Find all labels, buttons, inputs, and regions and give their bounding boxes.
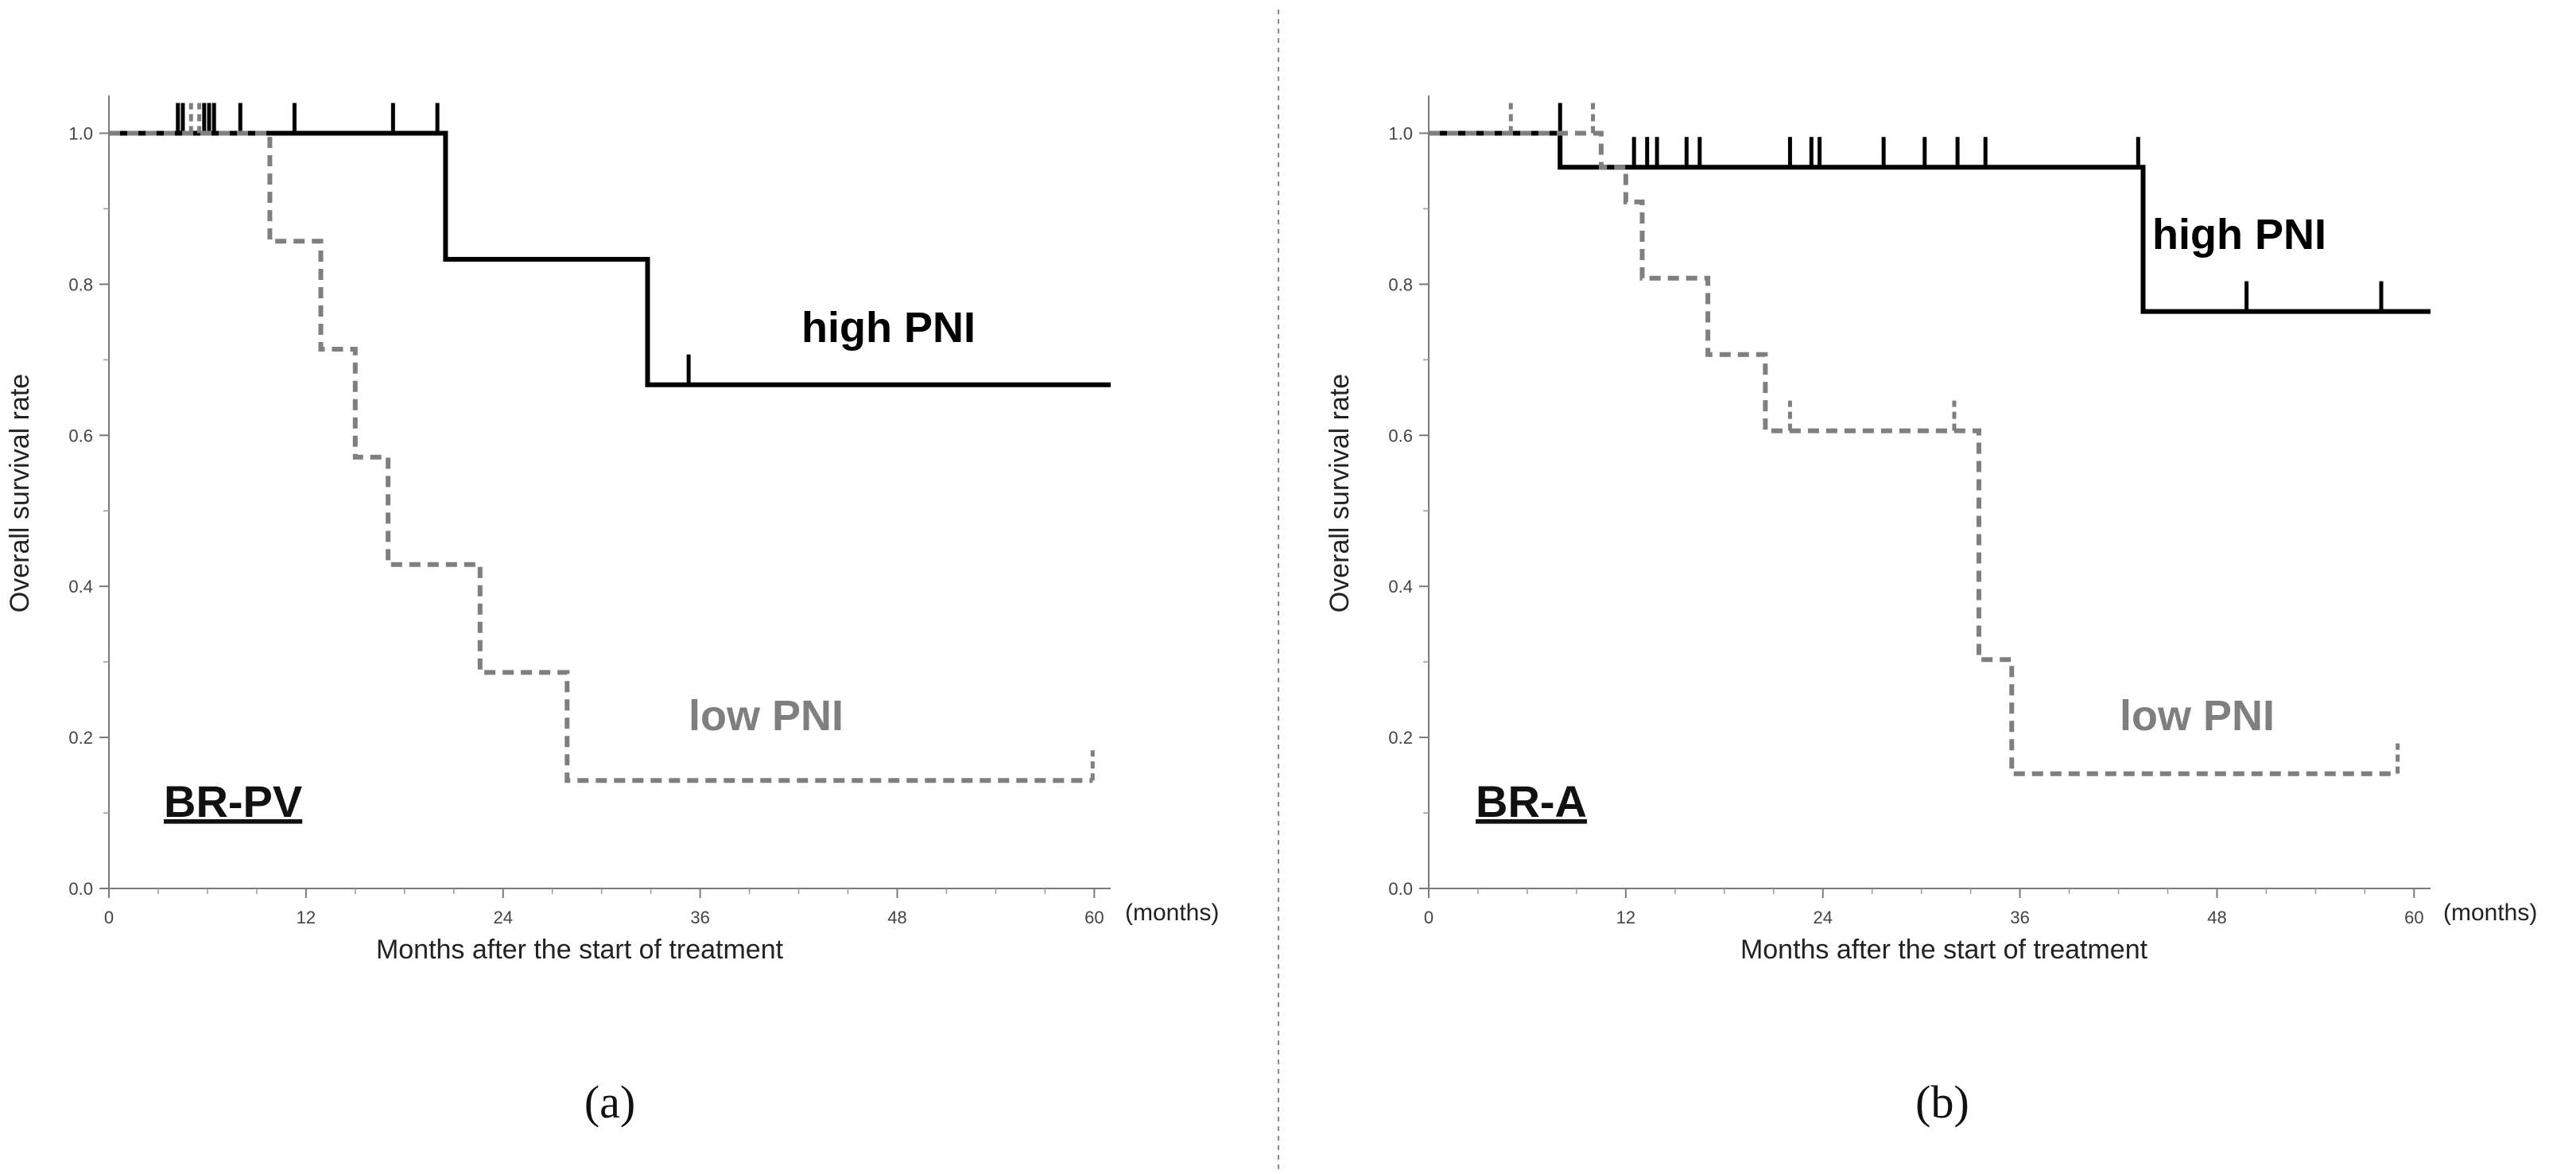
x-tick-label: 36 — [690, 908, 709, 927]
x-tick-label: 24 — [493, 908, 512, 927]
series-line-low-pni — [1429, 130, 2398, 776]
y-tick-label: 0.0 — [68, 879, 93, 899]
x-tick-label: 12 — [297, 908, 316, 927]
y-axis-title: Overall survival rate — [5, 374, 35, 612]
axes — [108, 95, 1111, 889]
x-axis-title: Months after the start of treatment — [376, 935, 784, 965]
series-line-high-pni — [1429, 130, 2431, 314]
subfigure-label-b: (b) — [1915, 1076, 1969, 1128]
chart-panel-a: 0 12 24 36 48 60 0.0 0.2 0.4 0.6 0.8 1.0 Overall su… — [5, 95, 1219, 1128]
x-unit-label: (months) — [1125, 900, 1219, 926]
y-tick-label: 1.0 — [1388, 123, 1413, 143]
y-tick-label: 1.0 — [68, 123, 93, 143]
y-tick-label: 0.0 — [1388, 879, 1413, 899]
series-label-high-pni: high PNI — [2152, 211, 2326, 259]
x-tick-label: 48 — [2207, 908, 2226, 927]
tick-group: 0 12 24 36 48 60 0.0 0.2 0.4 0.6 0.8 1.0 — [1388, 123, 2423, 927]
x-tick-label: 48 — [887, 908, 906, 927]
y-tick-label: 0.6 — [1388, 426, 1413, 445]
series-layer — [109, 103, 1111, 783]
series-line-low-pni — [109, 130, 1093, 783]
panel-tag-br-pv: BR-PV — [164, 776, 302, 826]
y-tick-label: 0.8 — [68, 274, 93, 294]
x-tick-label: 0 — [1424, 908, 1433, 927]
x-tick-label: 36 — [2010, 908, 2029, 927]
y-tick-label: 0.4 — [1388, 577, 1413, 597]
x-tick-label: 60 — [1084, 908, 1104, 927]
y-tick-label: 0.8 — [1388, 274, 1413, 294]
series-label-high-pni: high PNI — [801, 304, 976, 352]
series-line-high-pni — [109, 130, 1111, 387]
x-tick-label: 60 — [2404, 908, 2423, 927]
series-label-low-pni: low PNI — [2120, 692, 2275, 740]
x-tick-label: 12 — [1616, 908, 1635, 927]
chart-panel-b: 0 12 24 36 48 60 0.0 0.2 0.4 0.6 0.8 1.0 Overall su… — [1325, 95, 2537, 1128]
series-label-low-pni: low PNI — [689, 692, 844, 740]
panel-tag-br-a: BR-A — [1476, 776, 1587, 826]
y-tick-label: 0.2 — [68, 728, 93, 748]
x-tick-label: 0 — [104, 908, 114, 927]
tick-group: 0 12 24 36 48 60 0.0 0.2 0.4 0.6 0.8 1.0 — [68, 123, 1104, 927]
y-tick-label: 0.6 — [68, 426, 93, 445]
y-axis-title: Overall survival rate — [1325, 374, 1355, 612]
x-unit-label: (months) — [2443, 900, 2537, 926]
subfigure-label-a: (a) — [584, 1076, 635, 1128]
y-tick-label: 0.2 — [1388, 728, 1413, 748]
series-layer — [1429, 103, 2431, 776]
axes — [1428, 95, 2431, 889]
y-tick-label: 0.4 — [68, 577, 93, 597]
x-axis-title: Months after the start of treatment — [1740, 935, 2148, 965]
x-tick-label: 24 — [1813, 908, 1832, 927]
